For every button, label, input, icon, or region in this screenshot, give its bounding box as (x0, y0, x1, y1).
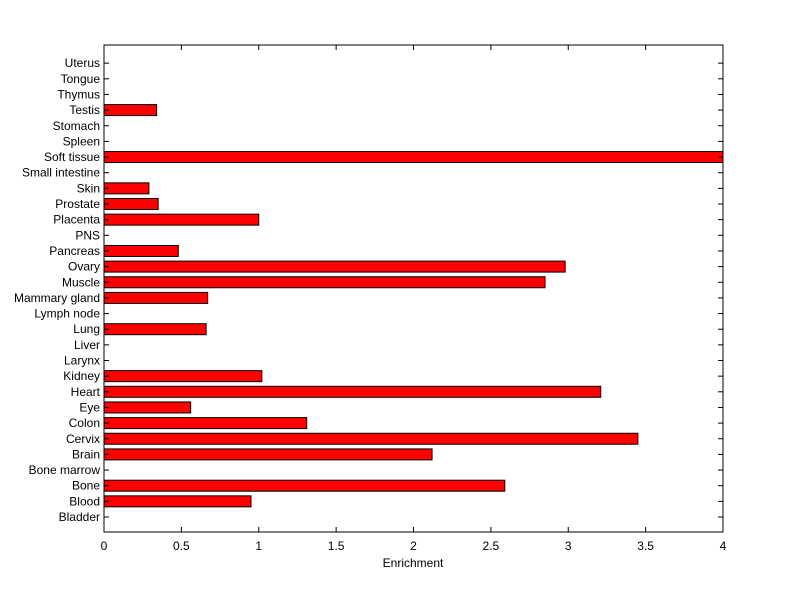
ticks-group (103, 45, 724, 532)
y-tick-label-brain: Brain (72, 447, 100, 461)
bar-heart (103, 385, 602, 398)
y-tick-label-thymus: Thymus (57, 87, 100, 101)
x-tick-label-5: 2.5 (483, 539, 500, 553)
bar-prostate (103, 198, 159, 210)
y-tick-label-spleen: Spleen (63, 134, 100, 148)
bar-testis (103, 104, 158, 117)
x-tick-label-7: 3.5 (637, 539, 654, 553)
y-tick-label-muscle: Muscle (62, 275, 100, 289)
y-tick-label-bladder: Bladder (59, 510, 100, 524)
bar-colon (103, 417, 308, 430)
y-tick-label-mammary-gland: Mammary gland (14, 291, 100, 305)
bar-brain (103, 448, 433, 461)
bar-muscle (103, 276, 546, 289)
bar-lung (103, 323, 207, 336)
bar-pancreas (103, 244, 179, 257)
y-tick-label-lung: Lung (73, 322, 100, 336)
y-tick-label-stomach: Stomach (53, 119, 100, 133)
y-tick-label-soft-tissue: Soft tissue (44, 150, 100, 164)
x-tick-label-3: 1.5 (328, 539, 345, 553)
y-tick-label-heart: Heart (71, 385, 101, 399)
bar-skin (103, 182, 150, 195)
bar-bone (103, 479, 506, 492)
x-tick-label-4: 2 (410, 539, 417, 553)
bar-soft-tissue (103, 151, 724, 164)
y-tick-label-eye: Eye (79, 400, 100, 414)
x-tick-label-1: 0.5 (173, 539, 190, 553)
y-tick-label-tongue: Tongue (61, 72, 101, 86)
y-tick-label-lymph-node: Lymph node (34, 307, 100, 321)
y-tick-label-testis: Testis (69, 103, 100, 117)
bar-blood (103, 495, 252, 508)
y-tick-label-placenta: Placenta (53, 213, 100, 227)
y-tick-label-kidney: Kidney (63, 369, 100, 383)
y-tick-label-bone: Bone (72, 479, 100, 493)
y-tick-label-colon: Colon (69, 416, 100, 430)
y-tick-label-skin: Skin (77, 181, 100, 195)
bar-mammary-gland (103, 291, 209, 304)
y-tick-label-blood: Blood (69, 494, 100, 508)
bar-ovary (103, 260, 566, 273)
y-tick-label-liver: Liver (74, 338, 100, 352)
y-tick-label-pns: PNS (75, 228, 100, 242)
bar-cervix (103, 432, 639, 445)
x-axis-label: Enrichment (383, 556, 444, 570)
x-tick-label-8: 4 (720, 539, 727, 553)
x-tick-label-2: 1 (255, 539, 262, 553)
y-tick-label-small-intestine: Small intestine (22, 166, 100, 180)
bar-kidney (103, 370, 263, 383)
y-tick-label-cervix: Cervix (66, 432, 100, 446)
y-tick-label-pancreas: Pancreas (49, 244, 100, 258)
x-tick-label-0: 0 (101, 539, 108, 553)
y-tick-label-prostate: Prostate (55, 197, 100, 211)
y-tick-label-larynx: Larynx (64, 354, 100, 368)
x-tick-label-6: 3 (565, 539, 572, 553)
y-tick-label-uterus: Uterus (65, 56, 100, 70)
y-tick-label-bone-marrow: Bone marrow (29, 463, 101, 477)
y-tick-label-ovary: Ovary (68, 260, 100, 274)
bar-placenta (103, 213, 260, 226)
bar-eye (103, 401, 192, 414)
